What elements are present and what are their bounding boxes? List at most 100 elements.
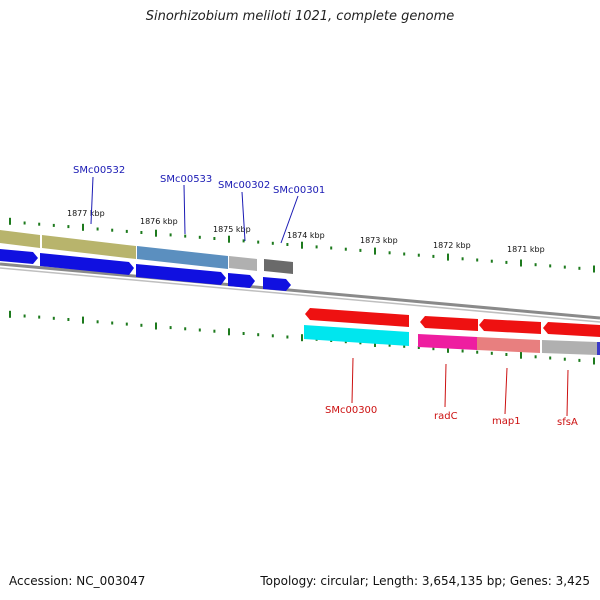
upper-feature-track xyxy=(0,230,293,274)
upper-tick xyxy=(403,252,406,256)
gene-arrow-red-2[interactable] xyxy=(420,316,478,331)
leader-SMc00300 xyxy=(351,357,354,404)
lower-tick xyxy=(111,321,114,325)
upper-tick xyxy=(359,248,362,252)
gene-arrow-red-4[interactable] xyxy=(543,322,600,337)
page-title: Sinorhizobium meliloti 1021, complete ge… xyxy=(145,9,455,24)
upper-tick xyxy=(447,253,449,261)
feature-bar-salmon[interactable] xyxy=(477,337,540,353)
upper-tick xyxy=(330,246,333,250)
upper-tick xyxy=(96,227,99,231)
lower-tick xyxy=(593,357,595,365)
upper-tick xyxy=(374,247,376,255)
axis-label-1875: 1875 kbp xyxy=(213,225,251,234)
lower-tick xyxy=(359,341,362,345)
feature-bar-olive-1[interactable] xyxy=(0,230,40,248)
feature-bar-blue-edge[interactable] xyxy=(597,342,600,355)
leader-SMc00301 xyxy=(280,195,299,244)
lower-tick xyxy=(257,333,260,337)
gene-label-SMc00533[interactable]: SMc00533 xyxy=(160,174,212,185)
lower-tick xyxy=(125,322,128,326)
gene-label-radC[interactable]: radC xyxy=(434,411,458,422)
gene-label-SMc00532[interactable]: SMc00532 xyxy=(73,165,125,176)
leader-SMc00532 xyxy=(90,176,94,225)
gene-label-map1[interactable]: map1 xyxy=(492,416,521,427)
gene-arrow-red-1[interactable] xyxy=(305,308,409,327)
gene-label-SMc00300[interactable]: SMc00300 xyxy=(325,405,377,416)
lower-tick xyxy=(140,323,143,327)
gene-arrow-blue-5[interactable] xyxy=(263,277,291,291)
genome-summary-text: Topology: circular; Length: 3,654,135 bp… xyxy=(260,574,590,588)
feature-bar-gray-lower[interactable] xyxy=(542,340,597,355)
upper-tick xyxy=(520,259,522,267)
axis-label-1871: 1871 kbp xyxy=(507,245,545,254)
upper-tick xyxy=(140,231,143,234)
lower-tick xyxy=(505,353,508,356)
upper-tick xyxy=(213,237,216,240)
lower-tick xyxy=(9,310,11,318)
lower-tick xyxy=(563,357,566,361)
upper-tick xyxy=(242,239,245,243)
lower-tick xyxy=(198,328,201,332)
upper-tick xyxy=(476,258,479,262)
lower-tick xyxy=(242,332,245,335)
upper-tick xyxy=(417,253,420,257)
feature-bar-dark[interactable] xyxy=(264,259,293,274)
upper-gene-arrows xyxy=(0,249,291,291)
feature-bar-gray[interactable] xyxy=(229,256,257,271)
lower-tick xyxy=(578,358,581,362)
gene-label-SMc00301[interactable]: SMc00301 xyxy=(273,185,325,196)
lower-tick xyxy=(271,334,274,338)
upper-tick xyxy=(432,254,435,258)
lower-tick xyxy=(534,355,537,359)
lower-tick xyxy=(67,318,70,321)
upper-tick xyxy=(155,229,157,237)
lower-tick xyxy=(155,322,157,330)
axis-label-1876: 1876 kbp xyxy=(140,217,178,226)
feature-bar-olive-2[interactable] xyxy=(42,235,136,259)
gene-arrow-blue-4[interactable] xyxy=(228,273,255,288)
axis-label-1874: 1874 kbp xyxy=(287,231,325,240)
lower-tick xyxy=(96,320,99,324)
gene-arrow-blue-2[interactable] xyxy=(40,253,134,275)
upper-tick xyxy=(549,264,552,268)
feature-bar-cyan[interactable] xyxy=(304,325,409,346)
leader-SMc00302 xyxy=(241,191,246,242)
leader-sfsA xyxy=(566,369,569,417)
upper-tick xyxy=(344,247,347,251)
feature-bar-magenta[interactable] xyxy=(418,334,477,350)
lower-tick xyxy=(169,326,172,330)
gene-arrow-red-3[interactable] xyxy=(479,319,541,334)
leader-radC xyxy=(444,363,447,408)
leader-SMc00533 xyxy=(183,184,186,235)
upper-tick xyxy=(490,259,493,263)
lower-tick xyxy=(301,334,303,342)
lower-tick xyxy=(476,350,479,354)
upper-tick xyxy=(563,265,566,269)
upper-tick xyxy=(67,225,70,229)
lower-tick xyxy=(417,346,420,349)
lower-tick xyxy=(52,316,55,320)
lower-tick xyxy=(38,315,41,319)
lower-tick xyxy=(447,345,449,353)
upper-tick xyxy=(169,233,172,237)
upper-tick xyxy=(257,240,260,244)
axis-label-1873: 1873 kbp xyxy=(360,236,398,245)
upper-tick xyxy=(82,223,84,231)
gene-arrow-blue-3[interactable] xyxy=(136,264,226,285)
upper-tick xyxy=(52,223,55,227)
upper-tick xyxy=(198,235,201,239)
lower-tick xyxy=(461,349,464,353)
gene-arrow-blue-1[interactable] xyxy=(0,249,38,264)
feature-bar-steel[interactable] xyxy=(137,246,228,269)
gene-label-sfsA[interactable]: sfsA xyxy=(557,417,578,428)
upper-tick xyxy=(23,221,26,225)
upper-tick xyxy=(125,229,128,233)
axis-label-1872: 1872 kbp xyxy=(433,241,471,250)
leader-map1 xyxy=(504,367,508,415)
upper-tick xyxy=(534,263,537,267)
lower-tick xyxy=(432,347,435,351)
upper-tick xyxy=(184,234,187,238)
gene-label-SMc00302[interactable]: SMc00302 xyxy=(218,180,270,191)
